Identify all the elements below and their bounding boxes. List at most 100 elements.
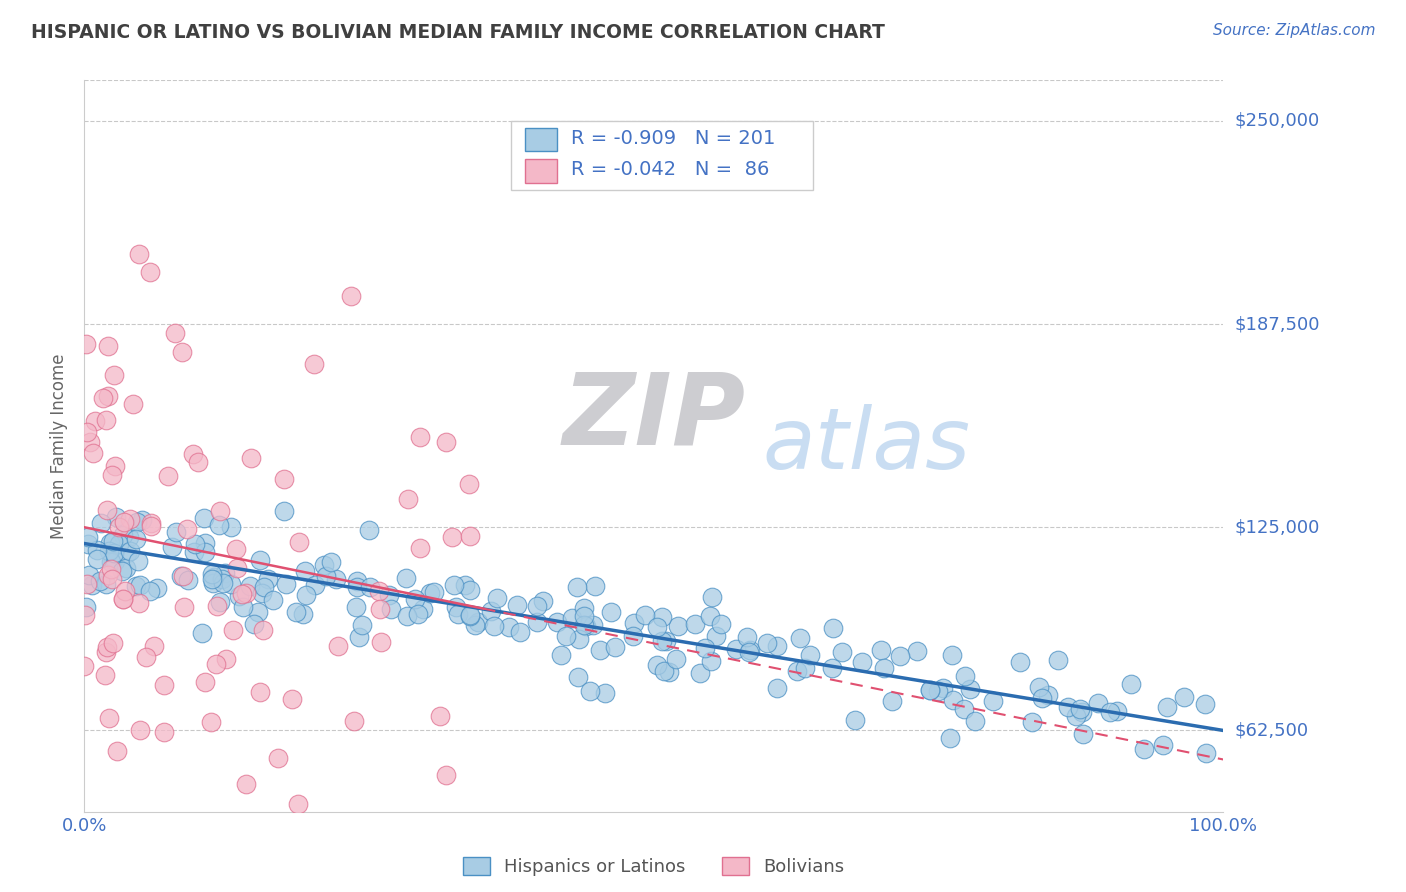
Point — [568, 632, 591, 647]
Point — [395, 609, 418, 624]
Point — [82, 446, 104, 460]
Point — [357, 523, 380, 537]
Point — [184, 537, 207, 551]
Point — [129, 578, 152, 592]
Point — [359, 580, 381, 594]
Point — [187, 455, 209, 469]
Point — [831, 645, 853, 659]
Point — [1021, 714, 1043, 729]
Point — [942, 693, 965, 707]
Point — [460, 582, 482, 597]
Point — [225, 541, 247, 556]
Point — [103, 368, 125, 383]
Point — [1028, 680, 1050, 694]
Point — [77, 568, 100, 582]
Point — [941, 648, 963, 663]
Point — [546, 615, 568, 629]
Point — [409, 541, 432, 556]
Point — [872, 660, 894, 674]
Point — [200, 714, 222, 729]
Point — [460, 608, 482, 623]
Point — [880, 694, 903, 708]
Point — [347, 630, 370, 644]
Point — [249, 685, 271, 699]
Point — [219, 520, 242, 534]
Point — [165, 524, 187, 539]
Point — [114, 584, 136, 599]
Point — [118, 530, 141, 544]
Point — [194, 535, 217, 549]
Point — [959, 682, 981, 697]
Point — [98, 543, 121, 558]
Point — [1071, 727, 1094, 741]
Point — [249, 553, 271, 567]
Point — [927, 683, 949, 698]
Point — [621, 629, 644, 643]
Text: R = -0.909   N = 201: R = -0.909 N = 201 — [571, 128, 775, 147]
Point — [1087, 696, 1109, 710]
Point — [526, 615, 548, 630]
Point — [202, 569, 225, 583]
Text: HISPANIC OR LATINO VS BOLIVIAN MEDIAN FAMILY INCOME CORRELATION CHART: HISPANIC OR LATINO VS BOLIVIAN MEDIAN FA… — [31, 23, 884, 42]
Point — [101, 636, 124, 650]
Point — [377, 588, 399, 602]
Point — [79, 434, 101, 449]
Y-axis label: Median Family Income: Median Family Income — [51, 353, 69, 539]
Point — [561, 611, 583, 625]
Point — [97, 389, 120, 403]
Point — [280, 692, 302, 706]
Point — [294, 564, 316, 578]
Point — [125, 532, 148, 546]
Point — [340, 289, 363, 303]
Point — [447, 607, 470, 622]
Point — [98, 711, 121, 725]
Point — [193, 545, 215, 559]
Point — [651, 610, 673, 624]
Point — [312, 558, 335, 573]
Point — [600, 605, 623, 619]
Point — [86, 542, 108, 557]
Point — [104, 554, 127, 568]
Point — [235, 585, 257, 599]
Point — [725, 642, 748, 657]
Point — [344, 599, 367, 614]
Point — [239, 450, 262, 465]
Point — [76, 576, 98, 591]
Point — [143, 640, 166, 654]
Point — [77, 537, 100, 551]
Point — [342, 714, 364, 728]
Point — [107, 520, 129, 534]
Point — [409, 430, 432, 444]
Point — [215, 652, 238, 666]
Point — [953, 669, 976, 683]
Point — [128, 723, 150, 737]
Point — [1152, 738, 1174, 752]
Point — [655, 633, 678, 648]
Point — [509, 624, 531, 639]
Point — [273, 504, 295, 518]
Point — [666, 619, 689, 633]
Point — [291, 607, 314, 621]
Text: $187,500: $187,500 — [1234, 315, 1320, 333]
Point — [315, 569, 337, 583]
Point — [821, 660, 844, 674]
Point — [141, 516, 163, 530]
Point — [77, 531, 100, 545]
Point — [823, 621, 845, 635]
Point — [574, 617, 596, 632]
Point — [526, 599, 548, 613]
Point — [554, 629, 576, 643]
Point — [434, 434, 457, 449]
Point — [647, 620, 669, 634]
Point — [443, 578, 465, 592]
Point — [479, 604, 502, 618]
Point — [1107, 705, 1129, 719]
Text: ZIP: ZIP — [562, 368, 745, 466]
Point — [101, 552, 124, 566]
Point — [172, 345, 194, 359]
Point — [1008, 655, 1031, 669]
Point — [583, 578, 606, 592]
Point — [118, 512, 141, 526]
Point — [232, 599, 254, 614]
Point — [458, 529, 481, 543]
